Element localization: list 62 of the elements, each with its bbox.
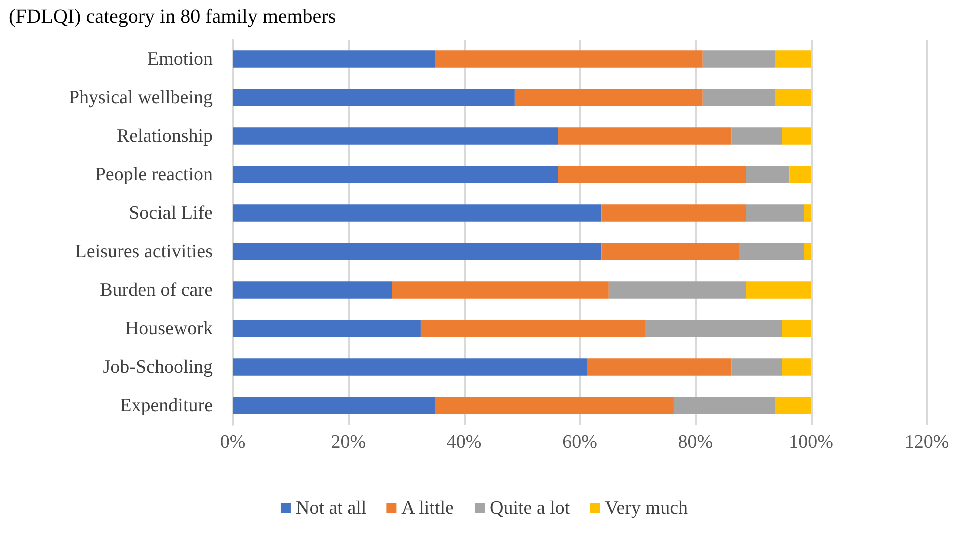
y-tick-label: Leisures activities [75, 241, 213, 262]
x-tick-label: 100% [789, 432, 834, 453]
bar [233, 128, 558, 145]
bar [739, 243, 804, 260]
y-tick-label: Housework [125, 318, 214, 340]
bar [558, 128, 732, 145]
bar [782, 128, 812, 145]
bar [435, 397, 674, 414]
bar [782, 358, 812, 376]
bar [804, 243, 812, 260]
bar [746, 204, 804, 222]
bar [804, 204, 812, 222]
bar [420, 320, 646, 338]
bar [746, 166, 790, 184]
bar [587, 358, 732, 376]
bar [233, 166, 558, 184]
bar [233, 397, 436, 414]
y-tick-label: Emotion [148, 48, 214, 70]
bar [514, 89, 703, 106]
x-tick-label: 120% [904, 432, 950, 453]
bar [602, 204, 746, 222]
y-tick-label: Burden of care [100, 280, 213, 301]
x-tick-label: 20% [331, 432, 366, 453]
bar [233, 282, 392, 299]
bar [775, 50, 812, 68]
bar [702, 50, 776, 68]
bar [233, 89, 515, 106]
x-tick-label: 40% [446, 432, 482, 453]
bar [790, 166, 812, 184]
legend-label: Very much [605, 498, 689, 519]
x-tick-label: 0% [220, 432, 246, 453]
bar [435, 50, 703, 68]
x-tick-label: 60% [562, 432, 598, 453]
bar [746, 282, 812, 299]
legend-label: Not at all [296, 498, 367, 519]
bar [602, 243, 740, 260]
y-tick-label: Expenditure [120, 395, 213, 416]
bar [233, 358, 588, 376]
y-tick-label: Physical wellbeing [68, 87, 214, 108]
x-tick-label: 80% [678, 432, 714, 453]
bar [392, 282, 609, 299]
legend-label: Quite a lot [490, 498, 571, 519]
bar [233, 50, 436, 68]
chart-title: (FDLQI) category in 80 family members [9, 6, 336, 28]
bar [674, 397, 776, 414]
y-tick-label: Relationship [116, 126, 213, 147]
bar [732, 358, 782, 376]
y-tick-label: Social Life [129, 202, 213, 224]
bar [702, 89, 776, 106]
bar [782, 320, 812, 338]
bar [233, 243, 602, 260]
legend-label: A little [402, 498, 454, 519]
y-tick-label: People reaction [95, 164, 214, 186]
bar [558, 166, 746, 184]
bar [732, 128, 782, 145]
bar [645, 320, 782, 338]
bar [775, 397, 812, 414]
y-tick-label: Job-Schooling [103, 356, 214, 378]
bar [608, 282, 746, 299]
bar [233, 204, 602, 222]
bar [233, 320, 421, 338]
bar [775, 89, 812, 106]
